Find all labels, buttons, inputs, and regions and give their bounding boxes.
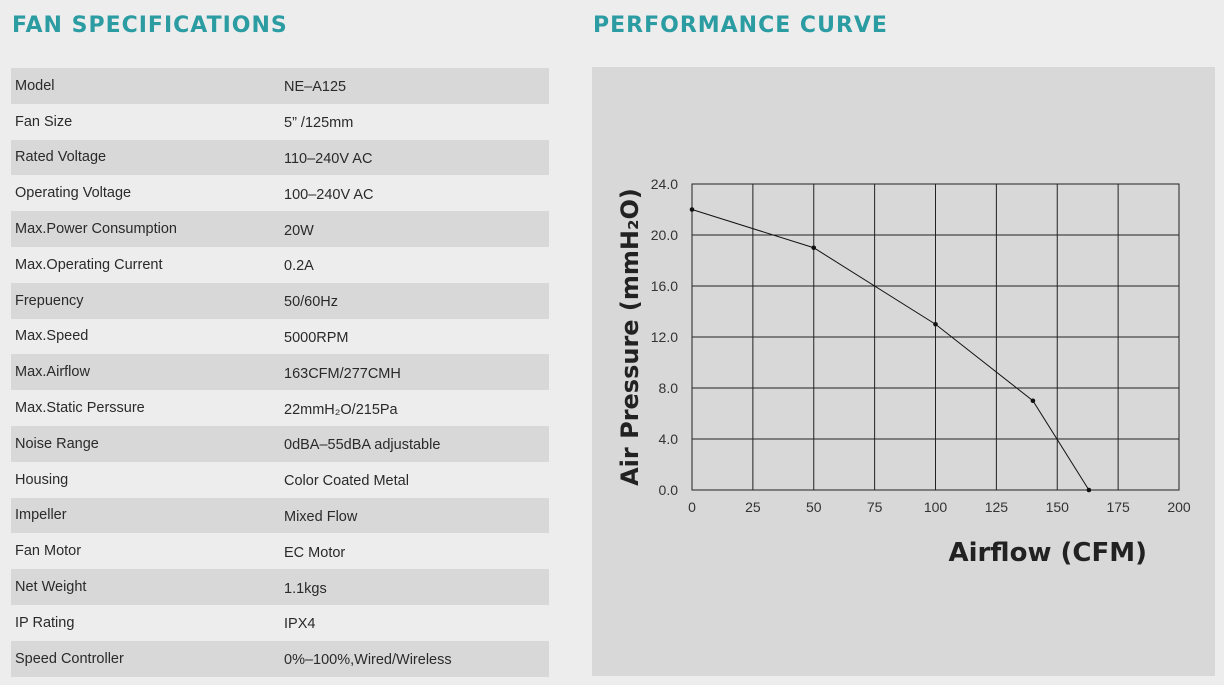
- y-tick-label: 20.0: [651, 227, 678, 243]
- spec-value: 100–240V AC: [284, 186, 374, 203]
- spec-value: 22mmH₂O/215Pa: [284, 401, 398, 418]
- x-tick-label: 125: [985, 499, 1009, 515]
- spec-row: Speed Controller 0%–100%,Wired/Wireless: [11, 640, 549, 677]
- x-tick-label: 175: [1106, 499, 1130, 515]
- spec-row: Max.Static Perssure 22mmH₂O/215Pa: [11, 390, 549, 426]
- spec-value: 5000RPM: [284, 329, 349, 346]
- data-point: [933, 321, 938, 327]
- spec-value: 1.1kgs: [284, 580, 327, 597]
- spec-table: Model NE–A125 Fan Size 5” /125mm Rated Volta…: [11, 68, 549, 677]
- spec-value: 110–240V AC: [284, 150, 373, 167]
- spec-row: Fan Size 5” /125mm: [11, 104, 549, 140]
- spec-row: Frepuency 50/60Hz: [11, 282, 549, 319]
- y-tick-label: 4.0: [659, 431, 679, 447]
- spec-label: Net Weight: [15, 579, 87, 596]
- y-axis-label: Air Pressure (mmH₂O): [616, 188, 644, 486]
- spec-row: Max.Power Consumption 20W: [11, 211, 549, 247]
- spec-row: Housing Color Coated Metal: [11, 462, 549, 498]
- spec-row: IP Rating IPX4: [11, 605, 549, 641]
- spec-row: Fan Motor EC Motor: [11, 533, 549, 569]
- data-point: [1086, 487, 1092, 493]
- spec-label: Fan Motor: [15, 543, 82, 560]
- spec-label: Housing: [15, 471, 69, 488]
- x-tick-label: 50: [806, 499, 822, 515]
- spec-row: Max.Airflow 163CFM/277CMH: [11, 354, 549, 391]
- spec-label: Operating Voltage: [15, 185, 132, 202]
- performance-section-title: PERFORMANCE CURVE: [593, 13, 888, 38]
- spec-value: 50/60Hz: [284, 294, 339, 311]
- spec-row: Model NE–A125: [11, 68, 549, 104]
- spec-value: 0dBA–55dBA adjustable: [284, 437, 441, 454]
- spec-value: 163CFM/277CMH: [284, 365, 401, 382]
- x-tick-label: 25: [745, 499, 761, 515]
- chart-panel: 0 25 50 75 100 125 150 175 200 0.0 4.0 8.0 12.0 16.0 2…: [592, 67, 1215, 676]
- spec-section-title: FAN SPECIFICATIONS: [12, 13, 288, 38]
- x-axis-label: Airflow (CFM): [948, 538, 1147, 568]
- spec-label: Max.Power Consumption: [15, 221, 177, 238]
- spec-label: Max.Speed: [15, 328, 89, 345]
- spec-label: Max.Operating Current: [15, 256, 163, 273]
- y-tick-label: 8.0: [659, 380, 679, 396]
- spec-value: EC Motor: [284, 544, 346, 561]
- spec-row: Net Weight 1.1kgs: [11, 569, 549, 605]
- spec-row: Rated Voltage 110–240V AC: [11, 139, 549, 176]
- spec-label: Rated Voltage: [15, 149, 107, 166]
- spec-label: Model: [15, 77, 55, 94]
- x-tick-label: 0: [688, 499, 696, 515]
- data-point: [1030, 398, 1036, 404]
- spec-label: IP Rating: [15, 614, 75, 631]
- x-tick-label: 150: [1046, 499, 1070, 515]
- spec-label: Impeller: [15, 507, 67, 524]
- spec-row: Impeller Mixed Flow: [11, 497, 549, 534]
- x-tick-label: 200: [1167, 499, 1191, 515]
- spec-value: NE–A125: [284, 79, 347, 96]
- spec-value: 0%–100%,Wired/Wireless: [284, 652, 452, 669]
- spec-row: Noise Range 0dBA–55dBA adjustable: [11, 425, 549, 462]
- spec-row: Max.Operating Current 0.2A: [11, 247, 549, 283]
- data-point: [811, 245, 817, 251]
- data-point: [689, 207, 695, 212]
- spec-label: Max.Static Perssure: [15, 400, 145, 417]
- spec-value: 5” /125mm: [284, 115, 354, 132]
- y-tick-label: 24.0: [651, 176, 678, 192]
- spec-value: 0.2A: [284, 258, 314, 275]
- spec-label: Fan Size: [15, 113, 73, 130]
- spec-row: Operating Voltage 100–240V AC: [11, 175, 549, 211]
- spec-value: Color Coated Metal: [284, 473, 409, 490]
- spec-value: 20W: [284, 222, 314, 239]
- x-tick-label: 75: [867, 499, 883, 515]
- spec-label: Frepuency: [15, 292, 84, 309]
- spec-label: Speed Controller: [15, 650, 124, 667]
- spec-row: Max.Speed 5000RPM: [11, 319, 549, 355]
- y-tick-label: 0.0: [659, 482, 679, 498]
- y-tick-label: 12.0: [651, 329, 678, 345]
- spec-value: Mixed Flow: [284, 508, 358, 525]
- spec-label: Max.Airflow: [15, 364, 90, 381]
- y-tick-label: 16.0: [651, 278, 678, 294]
- x-tick-label: 100: [924, 499, 948, 515]
- spec-label: Noise Range: [15, 435, 99, 452]
- spec-value: IPX4: [284, 616, 316, 633]
- performance-chart: 0 25 50 75 100 125 150 175 200 0.0 4.0 8.0 12.0 16.0 2…: [616, 176, 1191, 568]
